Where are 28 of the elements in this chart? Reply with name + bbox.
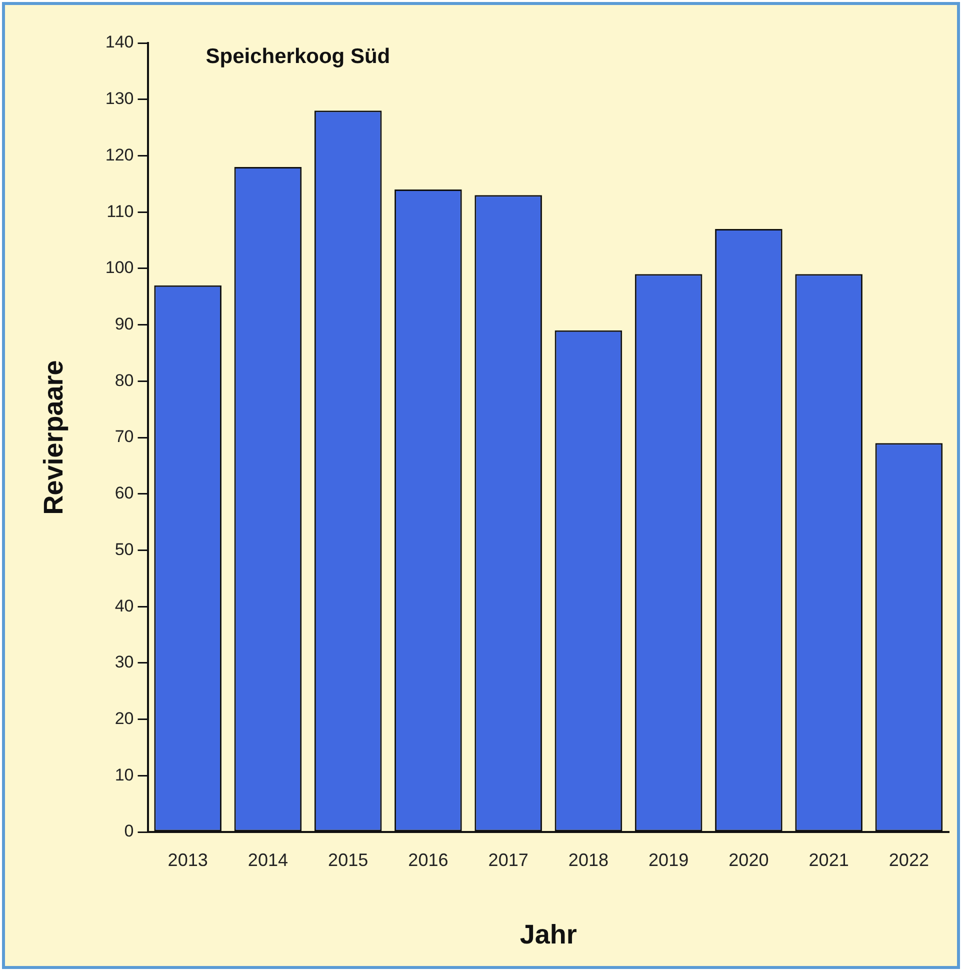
x-tick-label: 2019: [648, 850, 689, 870]
x-tick-label: 2018: [568, 850, 608, 870]
y-tick-label: 80: [114, 370, 134, 390]
x-tick-label: 2021: [808, 850, 849, 870]
y-tick-label: 50: [114, 540, 134, 559]
y-tick-label: 120: [105, 145, 134, 164]
y-tick-label: 40: [114, 596, 134, 616]
y-tick-label: 20: [114, 708, 134, 728]
y-tick-label: 140: [105, 32, 134, 52]
y-tick-label: 100: [105, 258, 134, 278]
y-axis-title: Revierpaare: [38, 360, 69, 515]
y-tick-label: 110: [106, 202, 134, 221]
y-tick-label: 10: [114, 765, 134, 784]
x-tick-label: 2015: [328, 850, 368, 870]
x-tick-label: 2014: [248, 850, 288, 870]
chart-title: Speicherkoog Süd: [206, 44, 390, 68]
y-tick-label: 130: [105, 89, 134, 108]
y-tick-label: 90: [114, 314, 134, 334]
x-tick-label: 2022: [888, 850, 929, 870]
y-tick-label: 70: [114, 427, 134, 446]
x-tick-label: 2020: [728, 850, 769, 870]
x-tick-label: 2016: [408, 850, 448, 870]
x-tick-label: 2013: [168, 850, 208, 870]
y-tick-label: 30: [114, 652, 134, 672]
x-tick-label: 2017: [488, 850, 528, 870]
x-axis-title: Jahr: [520, 919, 578, 950]
y-tick-label: 0: [124, 822, 134, 841]
y-tick-label: 60: [114, 484, 134, 503]
